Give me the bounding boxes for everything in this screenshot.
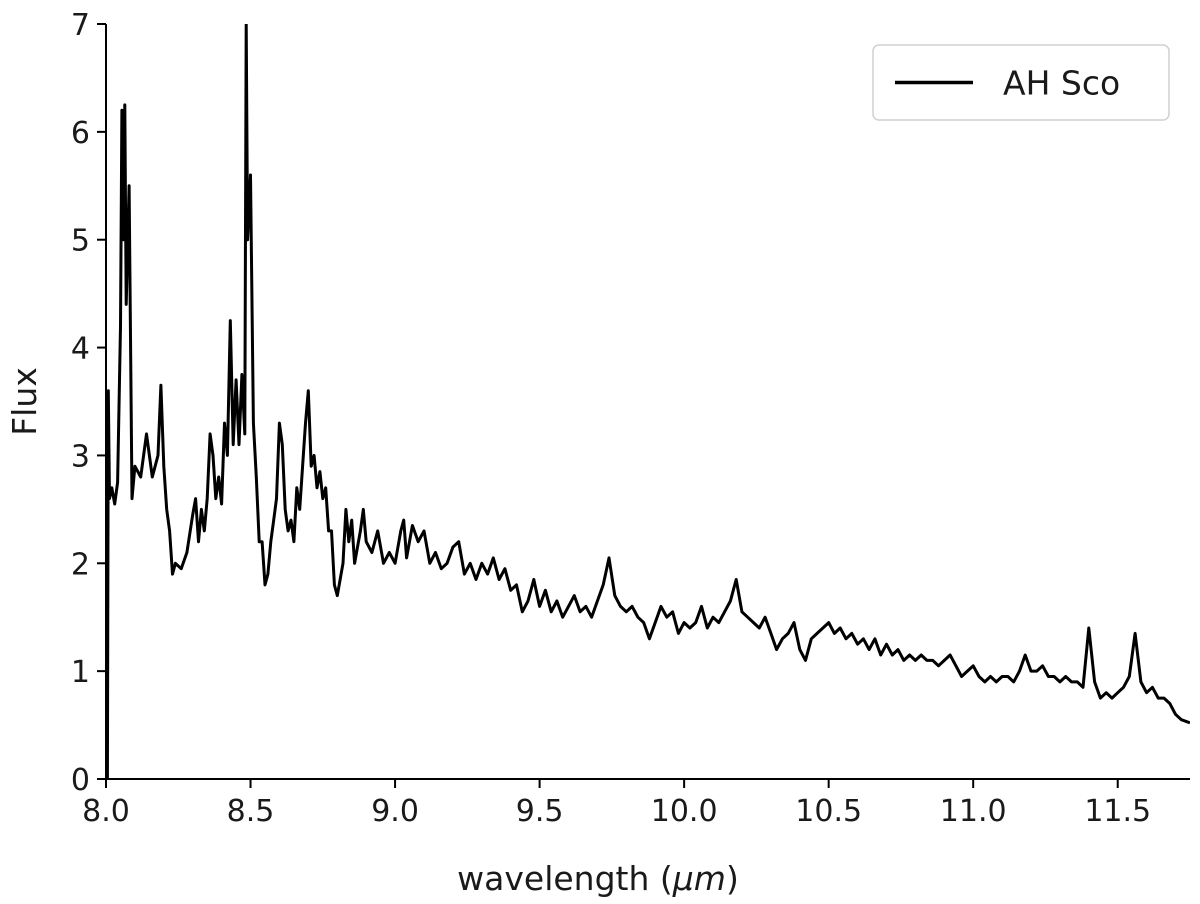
- y-tick-label: 4: [71, 332, 90, 367]
- x-tick-label: 10.5: [795, 794, 862, 829]
- y-tick-label: 2: [71, 547, 90, 582]
- y-tick-label: 5: [71, 224, 90, 259]
- x-tick-label: 8.5: [227, 794, 275, 829]
- axes: 8.0 8.5 9.0 9.5 10.0 10.5 11.0 11.5 0 1 2 3 4 5 6 7 wave…: [5, 8, 1190, 898]
- x-tick-label: 9.5: [516, 794, 564, 829]
- y-axis-label: Flux: [5, 367, 44, 436]
- legend-label: AH Sco: [1003, 64, 1120, 103]
- x-tick-label: 11.0: [940, 794, 1007, 829]
- y-tick-label: 7: [71, 8, 90, 43]
- x-tick-label: 11.5: [1084, 794, 1151, 829]
- x-tick-label: 10.0: [651, 794, 718, 829]
- y-tick-label: 0: [71, 763, 90, 798]
- plot-area: [106, 24, 1190, 779]
- y-tick-label: 6: [71, 116, 90, 151]
- y-tick-label: 1: [71, 655, 90, 690]
- legend-box: [872, 44, 1170, 121]
- x-axis-label: wavelength (μm): [457, 859, 739, 898]
- y-tick-label: 3: [71, 439, 90, 474]
- series-line-0: [106, 24, 1190, 779]
- legend: AH Sco: [872, 44, 1170, 121]
- x-tick-label: 9.0: [371, 794, 419, 829]
- x-tick-label: 8.0: [82, 794, 130, 829]
